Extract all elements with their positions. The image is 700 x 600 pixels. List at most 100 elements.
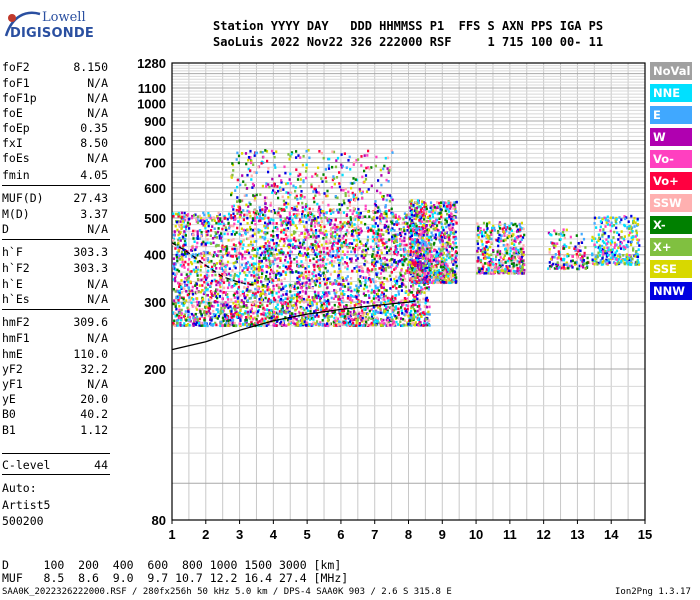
echo-point	[300, 298, 303, 302]
echo-point	[384, 310, 387, 313]
echo-point	[264, 242, 267, 245]
echo-point	[180, 282, 183, 286]
echo-point	[268, 280, 271, 283]
echo-point	[244, 229, 247, 233]
echo-point	[399, 233, 402, 236]
echo-point	[349, 242, 352, 245]
echo-point	[195, 321, 198, 324]
echo-point	[252, 228, 255, 232]
echo-point	[398, 259, 402, 263]
echo-point	[397, 317, 400, 320]
echo-point	[314, 294, 317, 297]
echo-point	[234, 300, 237, 303]
echo-point	[313, 187, 316, 191]
echo-point	[321, 306, 324, 310]
echo-point	[236, 226, 239, 230]
echo-point	[239, 294, 242, 297]
echo-point	[346, 246, 349, 250]
echo-point	[249, 315, 253, 318]
echo-point	[293, 322, 296, 325]
echo-point	[273, 242, 276, 245]
echo-point	[453, 238, 456, 241]
echo-point	[389, 247, 392, 251]
echo-point	[300, 190, 303, 193]
echo-point	[234, 249, 237, 253]
echo-point	[233, 265, 236, 268]
echo-point	[196, 268, 199, 271]
echo-point	[327, 221, 330, 224]
echo-point	[222, 278, 225, 282]
echo-point	[326, 269, 329, 273]
echo-point	[408, 289, 411, 292]
echo-point	[341, 164, 344, 168]
echo-point	[409, 290, 412, 294]
echo-point	[440, 281, 443, 284]
echo-point	[289, 300, 292, 304]
echo-point	[454, 206, 457, 209]
echo-point	[336, 319, 339, 323]
echo-point	[230, 233, 233, 236]
echo-point	[232, 277, 235, 280]
echo-point	[232, 243, 235, 246]
echo-point	[179, 318, 183, 322]
echo-point	[411, 245, 414, 249]
echo-point	[348, 315, 351, 319]
echo-point	[201, 219, 204, 222]
echo-point	[336, 276, 339, 280]
legend-item-vo: Vo-	[650, 150, 692, 168]
echo-point	[297, 299, 300, 303]
echo-point	[315, 235, 318, 238]
echo-point	[434, 237, 438, 241]
echo-point	[254, 279, 257, 282]
echo-point	[303, 300, 306, 304]
echo-point	[426, 321, 429, 325]
echo-point	[226, 260, 230, 264]
echo-point	[318, 150, 321, 153]
echo-point	[390, 258, 393, 261]
echo-point	[317, 266, 321, 270]
echo-point	[191, 246, 194, 249]
echo-point	[382, 216, 385, 220]
echo-point	[451, 267, 454, 270]
echo-point	[230, 216, 233, 220]
echo-point	[328, 218, 331, 221]
echo-point	[383, 276, 386, 280]
echo-point	[342, 234, 345, 238]
echo-point	[412, 279, 415, 282]
echo-point	[410, 271, 413, 274]
echo-point	[415, 217, 418, 221]
echo-point	[258, 256, 261, 260]
echo-point	[376, 286, 379, 290]
echo-point	[289, 155, 292, 158]
echo-point	[217, 211, 220, 215]
echo-point	[277, 196, 280, 200]
echo-point	[226, 293, 229, 296]
echo-point	[297, 292, 300, 296]
echo-point	[254, 209, 257, 212]
echo-point	[239, 245, 242, 249]
echo-point	[249, 310, 252, 314]
echo-point	[341, 173, 344, 177]
echo-point	[234, 189, 237, 192]
echo-point	[290, 250, 293, 254]
echo-point	[226, 254, 229, 257]
echo-point	[351, 191, 354, 195]
echo-point	[238, 200, 242, 203]
echo-point	[384, 294, 387, 298]
echo-point	[366, 226, 369, 230]
echo-point	[347, 231, 350, 235]
echo-point	[370, 166, 373, 169]
echo-point	[295, 150, 298, 153]
echo-point	[196, 215, 200, 218]
param-row-hme: hmE 110.0	[2, 347, 108, 361]
echo-point	[296, 213, 299, 217]
echo-point	[370, 317, 373, 320]
echo-point	[222, 281, 226, 284]
echo-point	[211, 219, 214, 222]
echo-point	[390, 270, 393, 274]
echo-point	[258, 206, 261, 209]
echo-point	[349, 198, 352, 202]
echo-point	[187, 315, 190, 319]
echo-point	[295, 318, 298, 321]
echo-point	[279, 186, 282, 190]
